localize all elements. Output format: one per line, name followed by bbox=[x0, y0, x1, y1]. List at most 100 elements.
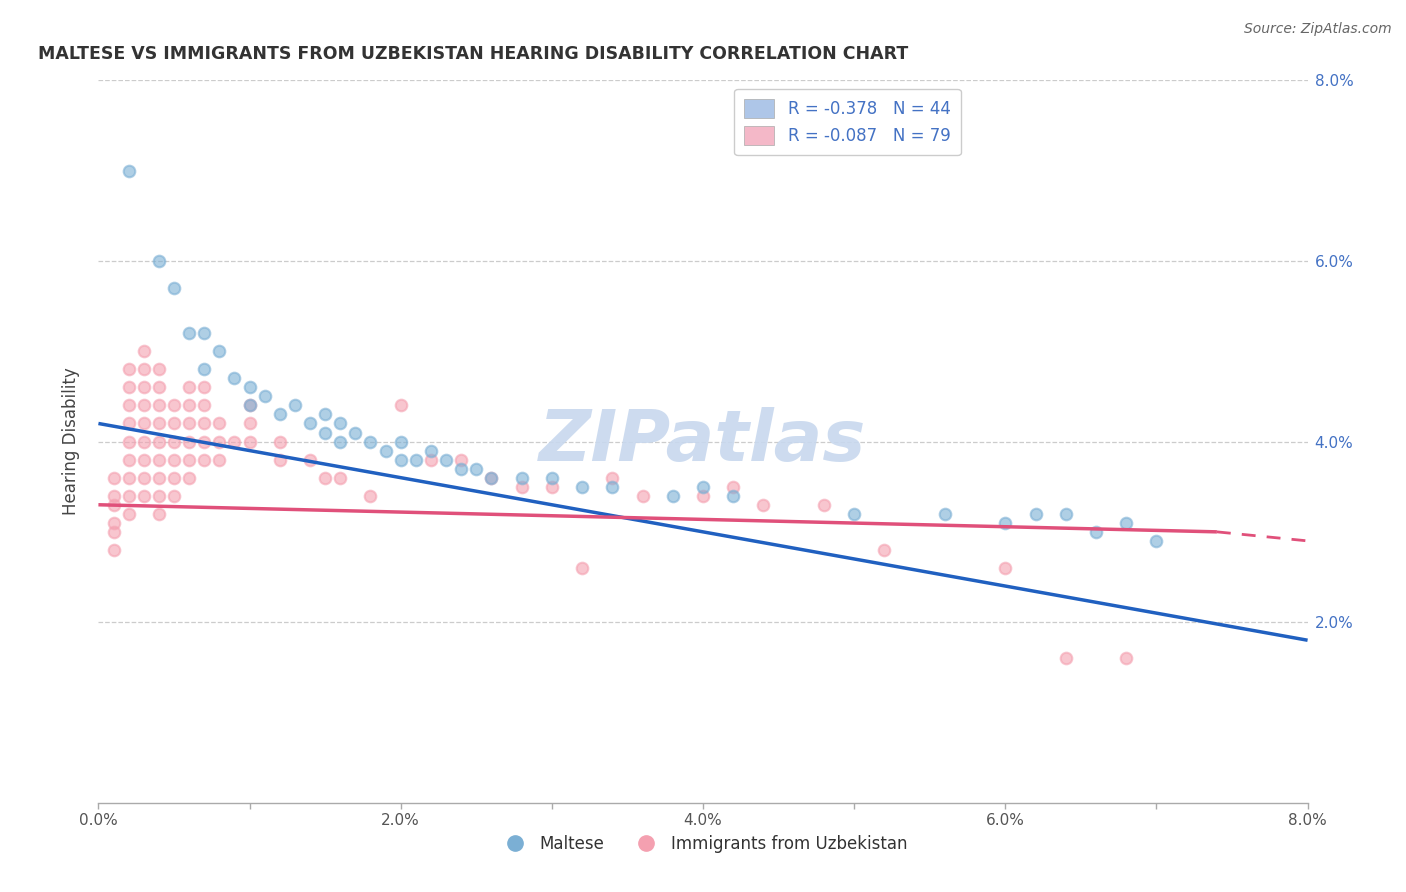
Point bbox=[179, 452, 201, 467]
Point bbox=[1025, 507, 1047, 521]
Point bbox=[132, 398, 155, 412]
Point bbox=[132, 489, 155, 503]
Point bbox=[994, 516, 1017, 530]
Point bbox=[571, 480, 593, 494]
Point bbox=[360, 489, 382, 503]
Point bbox=[299, 452, 322, 467]
Point bbox=[344, 425, 367, 440]
Point bbox=[844, 507, 866, 521]
Point bbox=[239, 417, 262, 431]
Point bbox=[103, 471, 125, 485]
Point bbox=[329, 434, 352, 449]
Point bbox=[208, 452, 231, 467]
Point bbox=[692, 480, 714, 494]
Point bbox=[103, 516, 125, 530]
Point bbox=[193, 380, 215, 394]
Point bbox=[208, 434, 231, 449]
Point bbox=[148, 362, 170, 376]
Point bbox=[163, 489, 186, 503]
Point bbox=[118, 362, 141, 376]
Point bbox=[193, 417, 215, 431]
Text: ZIPatlas: ZIPatlas bbox=[540, 407, 866, 476]
Point bbox=[450, 461, 472, 475]
Point bbox=[465, 461, 488, 475]
Point bbox=[374, 443, 396, 458]
Point bbox=[239, 434, 262, 449]
Point bbox=[1115, 516, 1137, 530]
Point bbox=[193, 362, 215, 376]
Point bbox=[103, 489, 125, 503]
Point bbox=[148, 253, 170, 268]
Point bbox=[224, 371, 246, 385]
Point bbox=[132, 471, 155, 485]
Point bbox=[132, 380, 155, 394]
Point bbox=[118, 507, 141, 521]
Point bbox=[269, 452, 291, 467]
Point bbox=[103, 498, 125, 512]
Point bbox=[148, 380, 170, 394]
Point bbox=[602, 471, 624, 485]
Point bbox=[571, 561, 593, 575]
Point bbox=[723, 480, 745, 494]
Point bbox=[239, 398, 262, 412]
Text: Source: ZipAtlas.com: Source: ZipAtlas.com bbox=[1244, 22, 1392, 37]
Point bbox=[1115, 651, 1137, 665]
Point bbox=[179, 398, 201, 412]
Point bbox=[329, 417, 352, 431]
Point bbox=[148, 507, 170, 521]
Point bbox=[602, 480, 624, 494]
Point bbox=[360, 434, 382, 449]
Point bbox=[148, 417, 170, 431]
Point bbox=[239, 380, 262, 394]
Point bbox=[148, 471, 170, 485]
Point bbox=[723, 489, 745, 503]
Point bbox=[179, 434, 201, 449]
Point bbox=[752, 498, 775, 512]
Point bbox=[284, 398, 307, 412]
Point bbox=[148, 489, 170, 503]
Point bbox=[631, 489, 654, 503]
Point bbox=[132, 452, 155, 467]
Point bbox=[163, 471, 186, 485]
Text: MALTESE VS IMMIGRANTS FROM UZBEKISTAN HEARING DISABILITY CORRELATION CHART: MALTESE VS IMMIGRANTS FROM UZBEKISTAN HE… bbox=[38, 45, 908, 63]
Point bbox=[103, 542, 125, 557]
Point bbox=[132, 344, 155, 359]
Point bbox=[179, 380, 201, 394]
Point bbox=[148, 452, 170, 467]
Point bbox=[481, 471, 503, 485]
Point bbox=[193, 452, 215, 467]
Point bbox=[481, 471, 503, 485]
Point bbox=[389, 452, 412, 467]
Point bbox=[163, 398, 186, 412]
Point bbox=[314, 408, 336, 422]
Point bbox=[540, 480, 562, 494]
Point bbox=[994, 561, 1017, 575]
Point bbox=[253, 389, 276, 403]
Point bbox=[420, 443, 443, 458]
Point bbox=[420, 452, 443, 467]
Point bbox=[179, 471, 201, 485]
Point bbox=[314, 471, 336, 485]
Point bbox=[179, 417, 201, 431]
Point bbox=[299, 417, 322, 431]
Point bbox=[329, 471, 352, 485]
Legend: Maltese, Immigrants from Uzbekistan: Maltese, Immigrants from Uzbekistan bbox=[492, 828, 914, 860]
Point bbox=[1054, 507, 1077, 521]
Point bbox=[510, 471, 533, 485]
Point bbox=[193, 434, 215, 449]
Point bbox=[118, 434, 141, 449]
Point bbox=[389, 434, 412, 449]
Point bbox=[661, 489, 683, 503]
Point bbox=[434, 452, 457, 467]
Point bbox=[118, 163, 141, 178]
Point bbox=[1146, 533, 1168, 548]
Point bbox=[193, 398, 215, 412]
Point bbox=[510, 480, 533, 494]
Point bbox=[314, 425, 336, 440]
Point bbox=[193, 326, 215, 340]
Point bbox=[224, 434, 246, 449]
Point bbox=[692, 489, 714, 503]
Y-axis label: Hearing Disability: Hearing Disability bbox=[62, 368, 80, 516]
Point bbox=[118, 452, 141, 467]
Point bbox=[118, 417, 141, 431]
